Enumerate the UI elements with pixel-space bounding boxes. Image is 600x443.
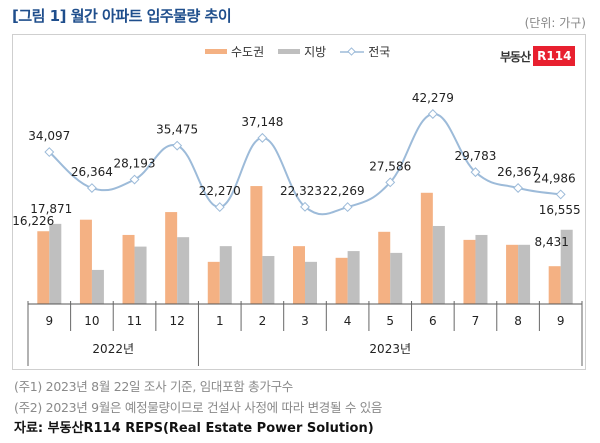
line-point-national <box>86 183 97 193</box>
data-label-national: 24,986 <box>534 171 576 185</box>
bar-metro <box>335 257 348 304</box>
bar-metro <box>293 246 305 304</box>
unit-label: (단위: 가구) <box>524 16 586 30</box>
bar-regional <box>560 229 573 304</box>
line-point-national <box>555 189 566 200</box>
line-point-national <box>342 202 353 213</box>
data-label-national: 22,270 <box>199 184 241 198</box>
data-label-national: 35,475 <box>156 123 198 137</box>
x-tick-label: 7 <box>472 314 480 328</box>
chart-legend: 수도권 지방 전국 <box>205 43 398 60</box>
legend-item-national: 전국 <box>340 43 390 60</box>
bar-regional <box>432 225 445 304</box>
bar-metro <box>548 266 561 304</box>
data-label-national: 26,367 <box>497 165 539 179</box>
data-label-metro: 8,431 <box>535 235 569 249</box>
bar-metro <box>463 239 476 304</box>
year-group-label: 2022년 <box>92 342 134 356</box>
x-tick-label: 11 <box>127 314 142 328</box>
bar-metro <box>506 244 519 304</box>
legend-item-metro: 수도권 <box>205 43 264 60</box>
x-tick-label: 9 <box>557 314 565 328</box>
data-label-national: 42,279 <box>412 91 454 105</box>
bar-metro <box>165 212 178 304</box>
data-label-regional: 16,555 <box>539 203 581 217</box>
x-tick-label: 9 <box>45 314 53 328</box>
bar-regional <box>134 246 147 304</box>
data-label-national: 22,269 <box>323 184 365 198</box>
data-label-national: 28,193 <box>114 157 156 171</box>
source-citation: 자료: 부동산R114 REPS(Real Estate Power Solut… <box>14 421 374 436</box>
data-label-national: 37,148 <box>241 115 283 129</box>
legend-label-national: 전국 <box>368 45 391 59</box>
line-point-national <box>427 109 438 119</box>
x-tick-label: 6 <box>429 314 437 328</box>
x-tick-label: 2 <box>259 314 267 328</box>
x-tick-label: 4 <box>344 314 352 328</box>
bar-metro <box>122 234 135 304</box>
bar-regional <box>390 252 403 304</box>
bar-regional <box>177 237 190 304</box>
bar-regional <box>347 251 360 304</box>
brand-logo: 부동산 R114 <box>500 46 576 66</box>
bar-regional <box>219 246 232 304</box>
x-tick-label: 1 <box>216 314 224 328</box>
bar-regional <box>305 261 317 304</box>
line-point-national <box>172 140 183 151</box>
x-tick-label: 10 <box>84 314 99 328</box>
line-point-national <box>513 183 524 193</box>
data-label-national: 34,097 <box>28 129 70 143</box>
bar-metro <box>79 219 92 304</box>
bar-regional <box>475 234 488 304</box>
data-label-metro: 16,226 <box>12 214 54 228</box>
footnote-1: (주1) 2023년 8월 22일 조사 기준, 임대포함 총가구수 <box>14 379 293 394</box>
data-label-national: 27,586 <box>369 159 411 173</box>
legend-swatch-regional <box>278 49 301 54</box>
bar-metro <box>420 192 433 304</box>
legend-label-metro: 수도권 <box>231 45 265 59</box>
footnote-2: (주2) 2023년 9월은 예정물량이므로 건설사 사정에 따라 변경될 수 … <box>14 400 383 415</box>
bar-regional <box>91 269 104 304</box>
logo-text: 부동산 <box>500 49 531 64</box>
data-label-national: 26,364 <box>71 165 113 179</box>
data-label-national: 22,323 <box>280 184 322 198</box>
data-label-national: 29,783 <box>454 149 496 163</box>
line-point-national <box>385 177 396 188</box>
x-tick-label: 3 <box>301 314 309 328</box>
figure-title: [그림 1] 월간 아파트 입주물량 추이 <box>12 7 232 25</box>
data-label-regional: 17,871 <box>30 202 72 216</box>
chart-frame <box>12 34 586 370</box>
bar-regional <box>49 223 62 304</box>
legend-item-regional: 지방 <box>278 43 326 60</box>
line-point-national <box>300 201 310 212</box>
logo-badge: R114 <box>533 46 576 66</box>
x-tick-label: 8 <box>514 314 522 328</box>
x-tick-label: 12 <box>170 314 185 328</box>
line-national <box>48 113 561 216</box>
x-tick-label: 5 <box>386 314 394 328</box>
line-point-national <box>470 167 481 178</box>
legend-label-regional: 지방 <box>304 45 327 59</box>
bar-metro <box>250 186 263 304</box>
line-point-national <box>44 147 55 158</box>
line-point-national <box>257 132 268 143</box>
bar-metro <box>207 261 220 304</box>
bar-metro <box>378 231 391 304</box>
legend-line-marker-icon <box>340 46 365 56</box>
bar-metro <box>37 231 50 304</box>
bar-regional <box>262 256 275 304</box>
bar-regional <box>518 244 531 304</box>
year-group-label: 2023년 <box>369 342 411 356</box>
line-point-national <box>129 174 140 185</box>
line-point-national <box>214 202 225 213</box>
legend-swatch-metro <box>205 49 227 54</box>
